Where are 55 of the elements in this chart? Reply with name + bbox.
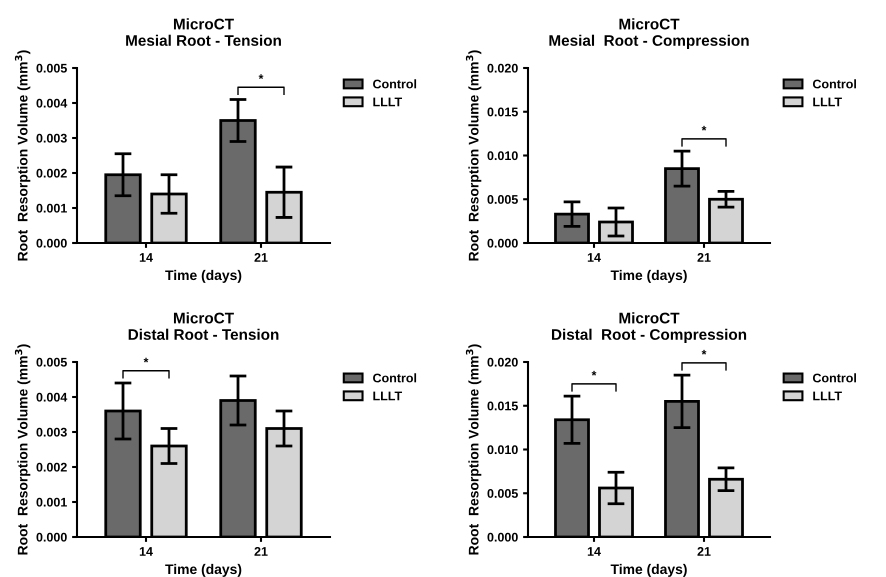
y-tick-label: 0.015 <box>487 108 518 116</box>
x-tick-label: 14 <box>140 253 153 262</box>
legend-label: LLLT <box>813 98 842 106</box>
legend-label: LLLT <box>373 392 402 400</box>
y-axis-title: Root Resorption Volume (mm$^{3}$) <box>14 344 30 554</box>
y-tick-label: 0.004 <box>36 392 68 402</box>
y-axis-title: Root Resorption Volume (mm$^{3}$) <box>466 344 482 554</box>
chart-title: MicroCT Distal Root - Compression <box>552 312 746 343</box>
legend-label: Control <box>812 373 856 382</box>
chart-title: MicroCT Mesial Root - Tension <box>126 18 281 46</box>
annotation: * <box>592 370 596 376</box>
y-tick-label: 0.020 <box>487 64 518 73</box>
legend-label: Control <box>812 79 856 88</box>
x-tick-label: 21 <box>697 547 711 556</box>
annotation: * <box>702 126 706 131</box>
x-axis-title: Time (days) <box>610 270 687 283</box>
x-tick-label: 14 <box>140 547 153 556</box>
y-tick-label: 0.001 <box>36 498 67 507</box>
legend-label: Control <box>373 373 416 382</box>
y-tick-label: 0.000 <box>487 532 518 542</box>
y-tick-label: 0.001 <box>36 204 67 213</box>
annotation: * <box>144 358 148 362</box>
x-tick-label: 14 <box>588 547 601 556</box>
x-tick-label: 21 <box>254 547 268 556</box>
x-tick-label: 21 <box>254 253 268 262</box>
y-tick-label: 0.004 <box>36 98 68 108</box>
y-tick-label: 0.005 <box>36 358 67 367</box>
legend-label: LLLT <box>813 392 842 400</box>
y-tick-label: 0.010 <box>487 151 518 160</box>
legend-label: Control <box>373 79 416 88</box>
y-tick-label: 0.015 <box>487 402 518 410</box>
x-tick-label: 14 <box>588 253 601 262</box>
y-tick-label: 0.005 <box>487 489 518 498</box>
x-axis-title: Time (days) <box>165 270 242 283</box>
chart-title: MicroCT Distal Root - Tension <box>128 312 278 340</box>
y-axis-title: Root Resorption Volume (mm$^{3}$) <box>14 50 30 260</box>
x-axis-title: Time (days) <box>165 564 242 577</box>
y-tick-label: 0.003 <box>36 428 67 437</box>
y-tick-label: 0.000 <box>487 238 518 248</box>
y-tick-label: 0.005 <box>36 64 67 73</box>
chart-title: MicroCT Mesial Root - Compression <box>549 18 749 49</box>
legend-label: LLLT <box>373 98 402 106</box>
y-tick-label: 0.000 <box>36 532 67 542</box>
x-tick-label: 21 <box>697 253 711 262</box>
text: * <box>702 350 706 355</box>
y-tick-label: 0.003 <box>36 134 67 143</box>
y-tick-label: 0.005 <box>487 195 518 204</box>
y-axis-title: Root Resorption Volume (mm$^{3}$) <box>466 50 482 260</box>
annotation: * <box>258 74 264 79</box>
y-tick-label: 0.000 <box>36 238 67 248</box>
x-axis-title: Time (days) <box>610 564 687 577</box>
y-tick-label: 0.002 <box>36 168 67 178</box>
y-tick-label: 0.010 <box>487 445 518 454</box>
y-tick-label: 0.002 <box>36 462 67 472</box>
y-tick-label: 0.020 <box>487 358 518 367</box>
